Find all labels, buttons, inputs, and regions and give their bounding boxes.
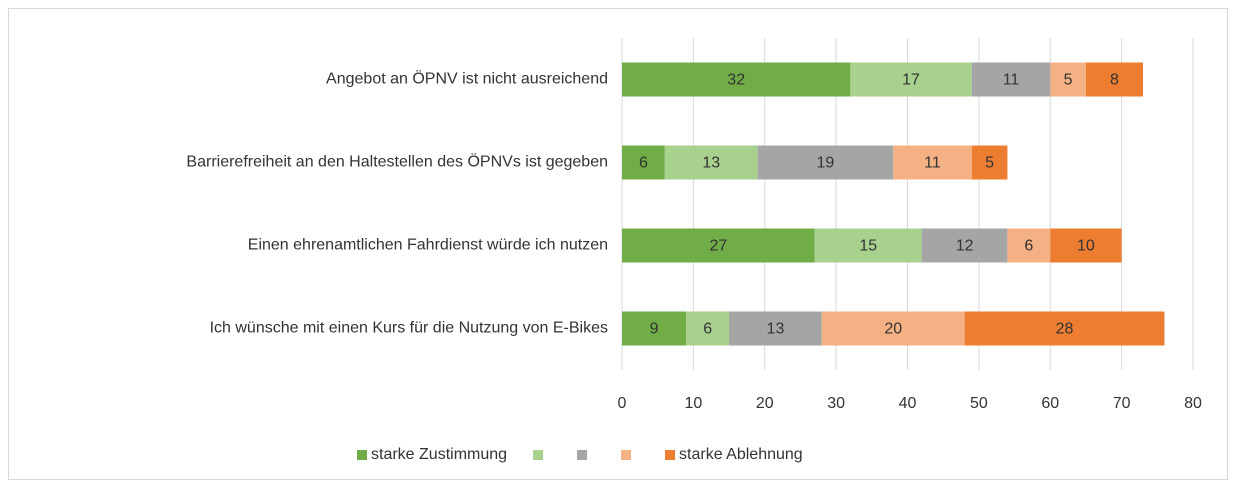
x-tick-label: 10	[684, 395, 702, 412]
bar-segment	[686, 311, 730, 346]
y-tick-label: Ich wünsche mit einen Kurs für die Nutzu…	[210, 320, 608, 337]
data-label: 11	[924, 155, 941, 172]
bar-segment	[622, 228, 815, 263]
data-label: 9	[650, 321, 659, 338]
legend-swatch	[533, 450, 544, 460]
legend-label: starke Zustimmung	[371, 446, 507, 463]
data-label: 17	[902, 72, 920, 89]
bar-segment	[1007, 228, 1051, 263]
bar-segment	[850, 62, 972, 97]
bar-segment	[757, 145, 894, 180]
x-tick-label: 0	[618, 395, 627, 412]
x-tick-label: 40	[899, 395, 917, 412]
bar-segment	[622, 311, 687, 346]
data-label: 12	[956, 238, 974, 255]
x-tick-label: 50	[970, 395, 988, 412]
data-label: 6	[703, 321, 712, 338]
bar-segment	[729, 311, 822, 346]
x-tick-label: 20	[756, 395, 774, 412]
bar-segment	[921, 228, 1008, 263]
bar-segment	[821, 311, 965, 346]
data-label: 27	[709, 238, 727, 255]
data-label: 13	[767, 321, 785, 338]
bar-segment	[1050, 228, 1122, 263]
data-label: 5	[985, 155, 994, 172]
bar-segment	[964, 311, 1165, 346]
legend-label: starke Ablehnung	[679, 446, 803, 463]
bar-segment	[1085, 62, 1144, 97]
bar-segment	[971, 62, 1051, 97]
y-tick-label: Angebot an ÖPNV ist nicht ausreichend	[326, 70, 608, 88]
x-tick-label: 80	[1184, 395, 1202, 412]
legend-swatch	[357, 450, 367, 460]
legend-swatch	[621, 450, 632, 460]
y-tick-label: Barrierefreiheit an den Haltestellen des…	[186, 153, 608, 171]
data-label: 15	[859, 238, 877, 255]
data-label: 6	[1024, 238, 1033, 255]
data-label: 8	[1110, 72, 1119, 89]
data-label: 10	[1077, 238, 1095, 255]
data-label: 11	[1003, 72, 1020, 89]
x-tick-label: 70	[1113, 395, 1131, 412]
data-label: 19	[817, 155, 835, 172]
y-tick-label: Einen ehrenamtlichen Fahrdienst würde ic…	[248, 237, 608, 254]
x-tick-label: 60	[1041, 395, 1059, 412]
bar-segment	[814, 228, 922, 263]
data-label: 28	[1056, 321, 1074, 338]
bar-segment	[893, 145, 972, 180]
data-label: 13	[702, 155, 720, 172]
data-label: 6	[639, 155, 648, 172]
data-label: 5	[1064, 72, 1073, 89]
bar-segment	[622, 62, 851, 97]
bar-segment	[664, 145, 758, 180]
x-tick-label: 30	[827, 395, 845, 412]
bar-segment	[971, 145, 1008, 180]
data-label: 20	[884, 321, 902, 338]
bar-segment	[1050, 62, 1086, 97]
legend-swatch	[577, 450, 588, 460]
legend-swatch	[665, 450, 676, 460]
data-label: 32	[727, 72, 745, 89]
bar-segment	[622, 145, 665, 180]
